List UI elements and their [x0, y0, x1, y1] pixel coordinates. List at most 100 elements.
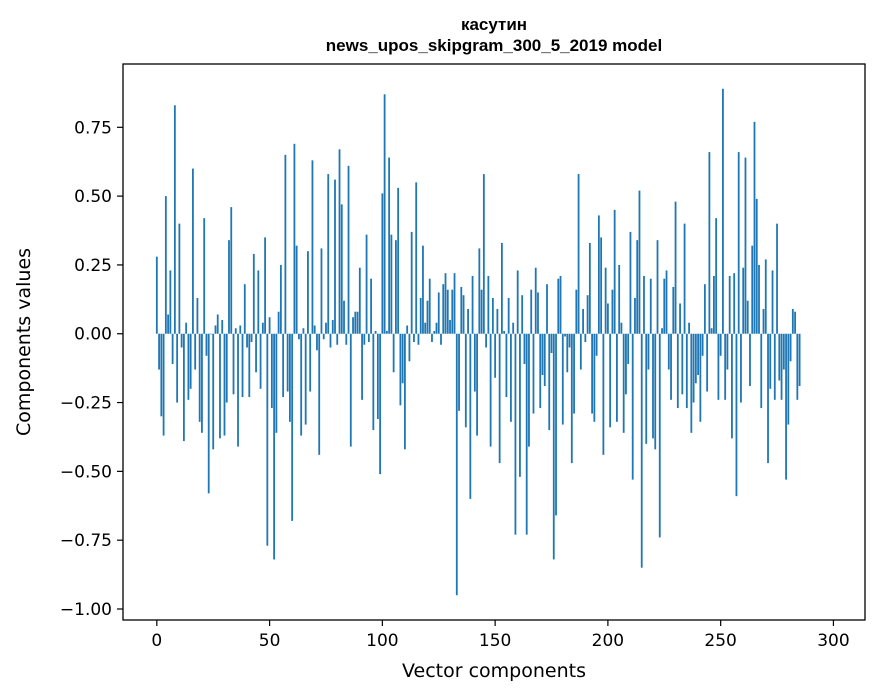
bar	[234, 328, 237, 334]
bar	[458, 333, 460, 411]
bar	[203, 218, 206, 334]
y-tick-label: −0.75	[60, 531, 112, 551]
bar	[288, 333, 291, 422]
bar	[568, 333, 571, 348]
bar	[325, 322, 327, 334]
bar	[541, 333, 544, 376]
chart-title-line1: касутин	[461, 15, 527, 34]
bar	[789, 333, 792, 362]
bar	[665, 270, 668, 334]
bar	[602, 333, 605, 455]
bar	[611, 289, 614, 334]
bar	[182, 333, 185, 442]
bar	[742, 267, 745, 334]
bar	[417, 333, 420, 345]
bar	[259, 333, 262, 389]
bar	[471, 275, 474, 334]
x-tick-label: 100	[366, 631, 398, 651]
bar	[304, 333, 307, 425]
bar	[232, 333, 235, 395]
bar	[277, 311, 280, 334]
bar	[582, 308, 584, 334]
bar	[712, 275, 715, 334]
x-tick-label: 150	[479, 631, 511, 651]
bar	[785, 333, 787, 480]
bar	[282, 333, 285, 398]
y-tick-label: −0.50	[60, 462, 112, 482]
bar	[216, 314, 219, 334]
bar	[514, 333, 517, 535]
bar	[219, 333, 221, 439]
bar	[354, 311, 357, 334]
bar	[500, 242, 503, 334]
bar	[767, 333, 769, 464]
bar	[467, 308, 469, 334]
bar	[185, 322, 188, 334]
bar	[584, 333, 587, 342]
bar	[697, 333, 700, 376]
y-tick-label: 0.25	[74, 256, 112, 276]
bar	[670, 333, 672, 400]
bar	[478, 248, 481, 334]
bar	[762, 308, 765, 334]
bar	[631, 333, 634, 480]
bar	[597, 215, 600, 334]
bar	[570, 333, 573, 464]
bar	[257, 270, 260, 334]
bar	[683, 223, 686, 334]
bar	[394, 240, 397, 334]
bar	[449, 319, 451, 334]
bar	[620, 322, 623, 334]
bar	[627, 333, 630, 365]
bar	[164, 196, 167, 334]
bar	[519, 333, 521, 477]
bar	[543, 333, 546, 387]
x-axis-label: Vector components	[402, 660, 586, 682]
bar	[270, 333, 273, 409]
bar	[530, 289, 533, 334]
bar	[559, 275, 562, 334]
x-axis-ticks: 0 50 100 150 200 250 300	[151, 620, 850, 651]
bar	[455, 333, 458, 596]
bar	[715, 218, 718, 334]
bar	[309, 333, 312, 392]
bar	[178, 223, 181, 334]
bar	[221, 319, 224, 334]
bar	[155, 256, 158, 334]
bar	[692, 333, 695, 403]
bar	[667, 333, 670, 370]
bar	[482, 174, 485, 334]
bar	[640, 333, 643, 568]
bar	[658, 333, 661, 538]
bar	[352, 317, 354, 334]
bar	[733, 273, 736, 334]
bar	[753, 121, 756, 334]
bar	[579, 333, 582, 370]
bar	[737, 152, 740, 334]
bar	[521, 295, 524, 334]
bar	[225, 333, 228, 403]
bar	[622, 333, 625, 433]
bar	[674, 201, 677, 334]
bar	[755, 198, 758, 334]
bar	[198, 333, 201, 422]
bar	[210, 333, 212, 335]
bar	[679, 303, 681, 334]
bar	[591, 333, 594, 414]
x-tick-label: 0	[151, 631, 162, 651]
bar	[171, 333, 174, 365]
bar	[162, 333, 165, 436]
bar	[196, 297, 199, 334]
bar	[595, 333, 598, 356]
bar	[548, 333, 551, 431]
bar	[534, 267, 537, 334]
bar	[205, 333, 208, 356]
bar	[264, 237, 266, 334]
bar	[365, 234, 368, 334]
bar	[298, 333, 300, 340]
bar	[286, 333, 289, 392]
bar	[719, 333, 722, 356]
bar	[523, 333, 526, 365]
bar	[616, 333, 618, 422]
